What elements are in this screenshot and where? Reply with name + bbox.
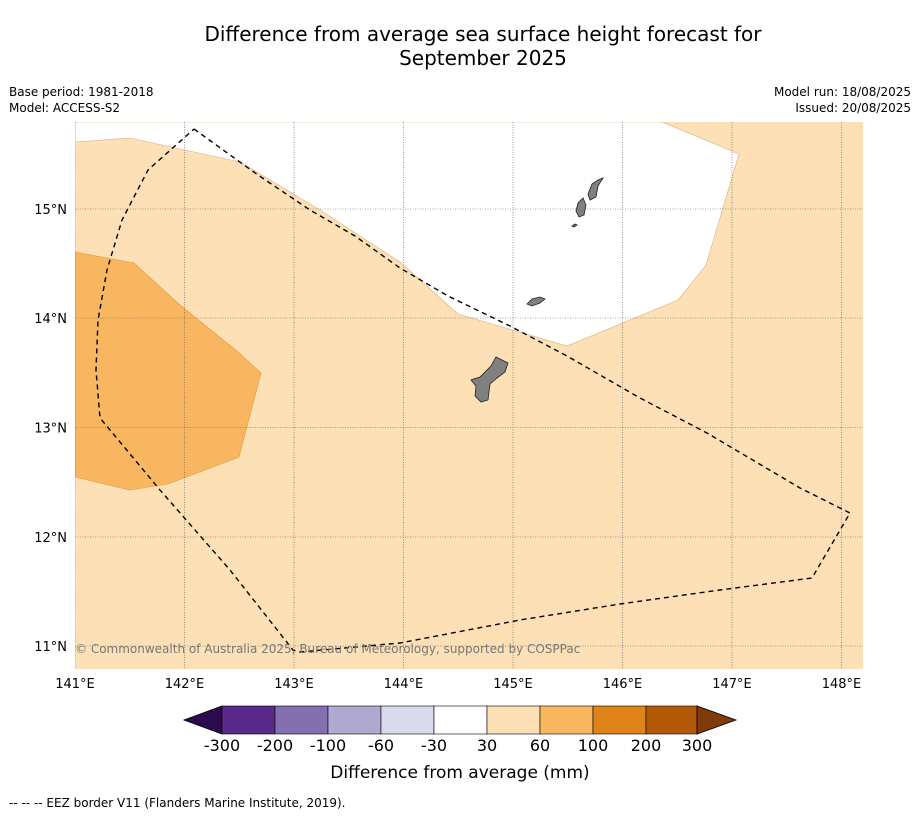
colorbar-arrow-right — [696, 705, 738, 735]
colorbar-tick: -30 — [421, 736, 447, 755]
island-tinian — [575, 197, 587, 218]
colorbar-segment — [274, 705, 329, 735]
lat-label: 15°N — [34, 203, 67, 218]
meta-right: Model run: 18/08/2025 Issued: 20/08/2025 — [774, 84, 911, 116]
colorbar-segment — [433, 705, 488, 735]
islands — [470, 177, 604, 403]
copyright-text: © Commonwealth of Australia 2025, Bureau… — [75, 642, 580, 656]
colorbar-segment — [380, 705, 435, 735]
colorbar-tick: 200 — [631, 736, 662, 755]
island-rota — [526, 296, 546, 307]
colorbar-segment — [592, 705, 647, 735]
anomaly-neutral-region — [75, 122, 740, 347]
longitude-labels: 141°E 142°E 143°E 144°E 145°E 146°E 147°… — [55, 677, 861, 692]
island-saipan — [587, 177, 604, 201]
colorbar-tick: -300 — [204, 736, 240, 755]
eez-legend-note: -- -- -- EEZ border V11 (Flanders Marine… — [9, 796, 346, 810]
lon-label: 145°E — [493, 677, 533, 692]
colorbar-segment — [645, 705, 698, 735]
model-name: Model: ACCESS-S2 — [9, 101, 121, 115]
lat-label: 14°N — [34, 312, 67, 327]
colorbar-title: Difference from average (mm) — [330, 763, 589, 783]
model-run: Model run: 18/08/2025 — [773, 85, 911, 99]
colorbar-tick-labels: -300 -200 -100 -60 -30 30 60 100 200 300 — [204, 736, 712, 755]
lat-label: 11°N — [34, 640, 67, 655]
lat-label: 12°N — [34, 531, 67, 546]
colorbar-tick: 300 — [682, 736, 713, 755]
title-line-1: Difference from average sea surface heig… — [204, 22, 762, 46]
lon-label: 141°E — [55, 677, 95, 692]
map-area — [75, 122, 863, 669]
colorbar-tick: -200 — [257, 736, 293, 755]
colorbar-tick: 60 — [530, 736, 550, 755]
lon-label: 146°E — [603, 677, 643, 692]
base-period: Base period: 1981-2018 — [9, 85, 154, 99]
island-aguijan — [571, 223, 578, 228]
colorbar-tick: 30 — [477, 736, 497, 755]
anomaly-band-60-100 — [75, 251, 262, 491]
colorbar-tick: -100 — [310, 736, 346, 755]
lat-label: 13°N — [34, 422, 67, 437]
issued-date: Issued: 20/08/2025 — [795, 101, 911, 115]
lon-label: 143°E — [274, 677, 314, 692]
colorbar-segment — [539, 705, 594, 735]
lon-label: 142°E — [165, 677, 205, 692]
graticule — [75, 122, 863, 669]
colorbar-tick: -60 — [368, 736, 394, 755]
map-title: Difference from average sea surface heig… — [0, 22, 919, 70]
lon-label: 147°E — [712, 677, 752, 692]
title-line-2: September 2025 — [399, 46, 567, 70]
colorbar-segment — [486, 705, 541, 735]
lon-label: 148°E — [822, 677, 862, 692]
colorbar-arrow-left — [182, 705, 223, 735]
colorbar: -300 -200 -100 -60 -30 30 60 100 200 300… — [182, 705, 738, 783]
lon-label: 144°E — [384, 677, 424, 692]
latitude-labels: 15°N 14°N 13°N 12°N 11°N — [34, 203, 67, 655]
island-guam — [470, 356, 509, 403]
colorbar-segment — [221, 705, 276, 735]
meta-left: Base period: 1981-2018 Model: ACCESS-S2 — [9, 84, 154, 116]
colorbar-tick: 100 — [578, 736, 609, 755]
colorbar-segments — [221, 705, 698, 735]
colorbar-segment — [327, 705, 382, 735]
